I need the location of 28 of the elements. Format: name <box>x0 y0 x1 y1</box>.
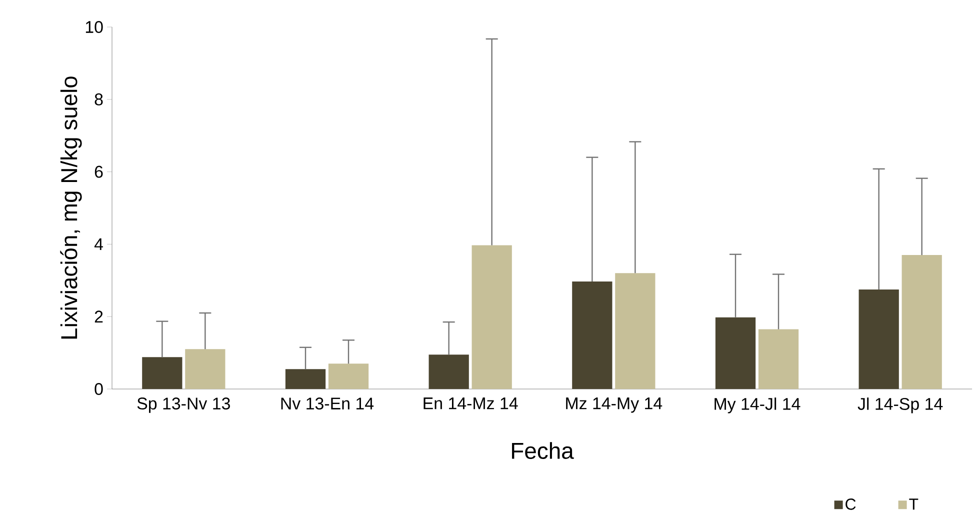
bar <box>858 289 899 389</box>
bar <box>715 317 756 389</box>
bar <box>758 329 799 389</box>
y-axis-title: Lixiviación, mg N/kg suelo <box>60 76 82 339</box>
legend-label: C <box>846 498 856 510</box>
x-tick-label: Nv 13-En 14 <box>281 398 374 410</box>
bar <box>428 354 469 389</box>
legend-label: T <box>909 498 918 510</box>
bar <box>472 245 512 389</box>
x-tick-label: Jl 14-Sp 14 <box>858 398 943 414</box>
y-tick-label: 0 <box>94 383 103 395</box>
x-axis-title: Fecha <box>512 442 574 459</box>
y-tick-label: 2 <box>94 310 103 323</box>
y-tick-label: 4 <box>94 238 103 250</box>
bar <box>285 369 326 389</box>
bar <box>902 255 942 389</box>
bar <box>615 273 656 389</box>
bar <box>572 281 612 389</box>
bar <box>142 357 182 389</box>
bar <box>328 364 369 389</box>
x-tick-label: Sp 13-Nv 13 <box>137 398 230 413</box>
x-tick-label: En 14-Mz 14 <box>424 398 518 410</box>
y-tick-label: 8 <box>94 93 103 106</box>
bar <box>185 349 226 389</box>
y-tick-label: 10 <box>86 21 103 33</box>
x-tick-label: My 14-Jl 14 <box>714 398 800 414</box>
y-tick-label: 6 <box>94 166 103 178</box>
x-tick-label: Mz 14-My 14 <box>566 398 662 413</box>
